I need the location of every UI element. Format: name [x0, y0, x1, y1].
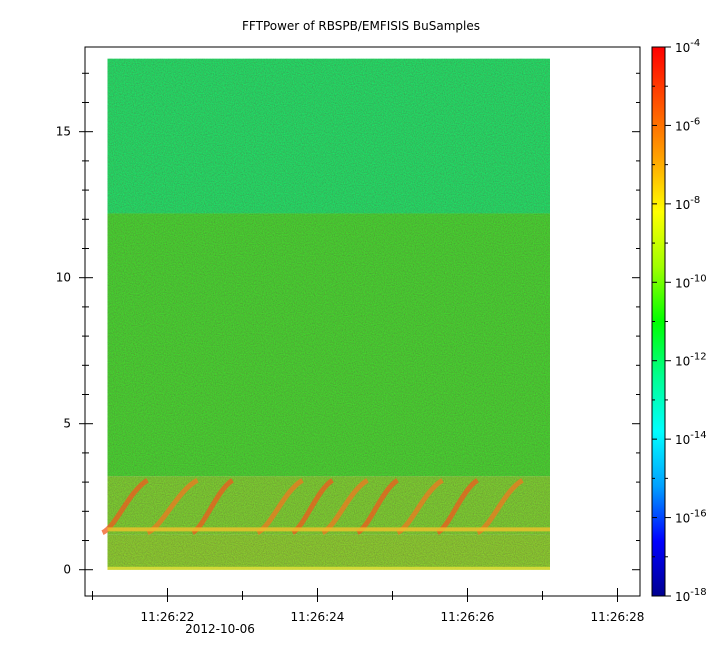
colorbar-tick-label: 10-16 [675, 509, 707, 526]
y-tick-label: 5 [63, 417, 71, 431]
colorbar-tick-label: 10-6 [675, 116, 700, 133]
lower-band-line [107, 527, 550, 532]
colorbar-tick-label: 10-8 [675, 195, 700, 212]
x-tick-label: 11:26:28 [591, 610, 645, 624]
x-tick-label: 11:26:22 [141, 610, 195, 624]
bottom-band-line [107, 566, 550, 570]
colorbar-tick-label: 10-18 [675, 587, 707, 604]
x-tick-label: 11:26:26 [441, 610, 495, 624]
colorbar-tick-label: 10-12 [675, 352, 707, 369]
colorbar-tick-label: 10-14 [675, 430, 707, 447]
chart-title: FFTPower of RBSPB/EMFISIS BuSamples [242, 19, 480, 33]
spectrogram-image [101, 58, 550, 570]
y-tick-label: 15 [56, 125, 71, 139]
y-tick-label: 10 [56, 271, 71, 285]
wave-feature [101, 478, 149, 535]
x-date-label: 2012-10-06 [185, 622, 255, 636]
colorbar-axis: 10-18 10-16 10-14 10-12 10-10 10-8 10-6 10-4 [652, 38, 707, 604]
y-axis: 0 5 10 15 [56, 72, 640, 577]
y-tick-label: 0 [63, 563, 71, 577]
colorbar-tick-label: 10-10 [675, 273, 707, 290]
x-tick-label: 11:26:24 [291, 610, 345, 624]
spectrogram-texture [107, 58, 550, 570]
colorbar-tick-label: 10-4 [675, 38, 700, 55]
wave-features [101, 478, 550, 570]
x-axis: 11:26:22 11:26:24 11:26:26 11:26:28 [92, 588, 645, 624]
